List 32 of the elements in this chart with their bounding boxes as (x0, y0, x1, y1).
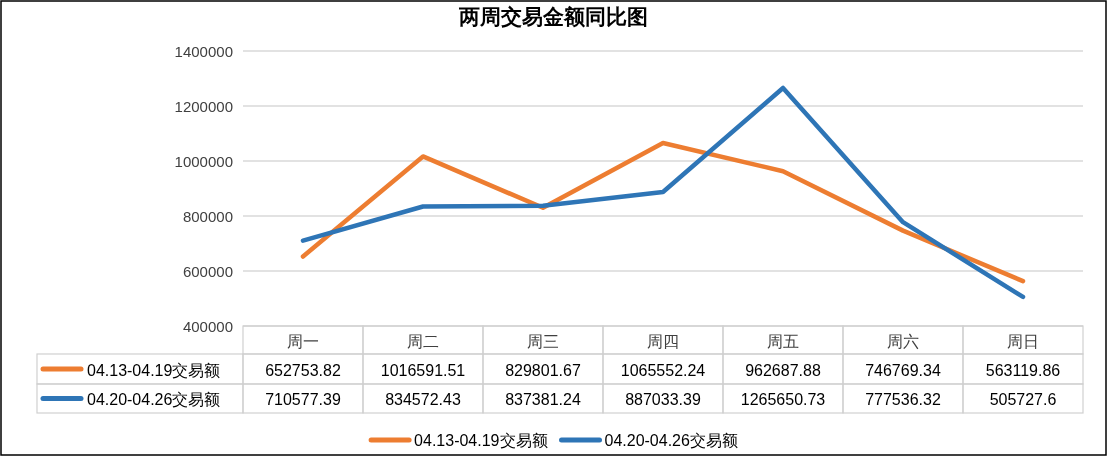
x-tick-label: 周日 (1007, 332, 1039, 350)
data-label: 505727.6 (989, 391, 1057, 408)
legend-label: 04.20-04.26交易额 (87, 391, 221, 408)
x-tick-label: 周二 (407, 332, 439, 350)
data-label: 887033.39 (625, 391, 701, 408)
legend-label: 04.20-04.26交易额 (604, 431, 738, 449)
y-tick-label: 1200000 (174, 97, 233, 115)
data-label: 1265650.73 (740, 391, 826, 408)
x-tick-label: 周一 (287, 332, 319, 350)
x-tick-label: 周五 (767, 332, 799, 350)
data-label: 652753.82 (265, 361, 341, 379)
y-tick-label: 400000 (182, 317, 233, 335)
data-label: 777536.32 (865, 391, 941, 408)
data-label: 834572.43 (385, 391, 461, 408)
legend-label: 04.13-04.19交易额 (414, 431, 548, 449)
data-label: 962687.88 (745, 361, 821, 379)
x-tick-label: 周六 (887, 332, 919, 350)
legend-label: 04.13-04.19交易额 (87, 361, 221, 379)
data-label: 710577.39 (265, 391, 341, 408)
y-tick-label: 1000000 (174, 152, 233, 170)
y-tick-label: 1400000 (174, 42, 233, 60)
y-tick-label: 800000 (182, 207, 233, 225)
data-label: 746769.34 (865, 361, 941, 379)
x-tick-label: 周四 (647, 332, 679, 350)
data-label: 1065552.24 (620, 361, 706, 379)
data-label: 1016591.51 (380, 361, 466, 379)
x-tick-label: 周三 (527, 332, 559, 350)
chart-title: 两周交易金额同比图 (459, 4, 648, 29)
data-label: 837381.24 (505, 391, 581, 408)
y-tick-label: 600000 (182, 262, 233, 280)
data-label: 829801.67 (505, 361, 581, 379)
data-label: 563119.86 (985, 361, 1061, 379)
